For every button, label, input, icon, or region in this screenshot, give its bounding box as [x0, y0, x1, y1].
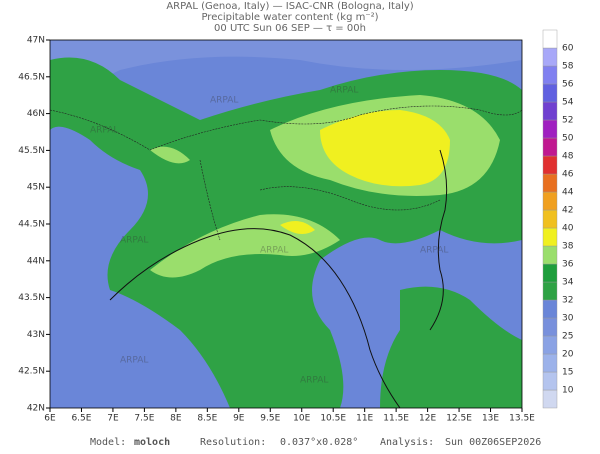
header-line: 00 UTC Sun 06 SEP — τ = 00h	[214, 23, 366, 34]
footer-value: Sun 00Z06SEP2026	[445, 437, 541, 448]
x-tick-label: 10.5E	[320, 414, 346, 424]
colorbar-label: 34	[562, 278, 574, 288]
colorbar-label: 46	[562, 170, 574, 180]
y-tick-label: 46.5N	[18, 72, 45, 82]
colorbar-swatch	[542, 227, 558, 247]
watermark: ARPAL	[120, 236, 148, 246]
x-tick-label: 12.5E	[446, 414, 472, 424]
colorbar-swatch	[542, 191, 558, 211]
x-tick-label: 8.5E	[197, 414, 217, 424]
colorbar-swatch	[542, 299, 558, 319]
x-tick-label: 11E	[356, 414, 373, 424]
colorbar-label: 44	[562, 188, 574, 198]
colorbar-swatch	[542, 263, 558, 283]
y-tick-label: 42N	[27, 404, 45, 414]
colorbar-swatch	[542, 65, 558, 85]
y-tick-label: 46N	[27, 109, 45, 119]
x-tick-label: 9E	[233, 414, 245, 424]
header-line: Precipitable water content (kg m⁻²)	[201, 12, 378, 23]
colorbar-label: 15	[562, 368, 573, 378]
x-tick-label: 7.5E	[134, 414, 154, 424]
x-tick-label: 7E	[107, 414, 119, 424]
colorbar-swatch	[542, 101, 558, 121]
x-tick-label: 13E	[482, 414, 499, 424]
footer-value: 0.037°x0.028°	[280, 437, 358, 448]
footer-label: Resolution:	[200, 437, 266, 448]
y-tick-label: 43N	[27, 330, 45, 340]
colorbar-label: 52	[562, 116, 573, 126]
colorbar-swatch	[542, 47, 558, 67]
colorbar-swatch	[542, 29, 558, 49]
colorbar-label: 10	[562, 386, 574, 396]
colorbar-label: 25	[562, 332, 573, 342]
colorbar-label: 56	[562, 80, 574, 90]
x-tick-label: 6E	[44, 414, 56, 424]
watermark: ARPAL	[90, 126, 118, 136]
colorbar-label: 30	[562, 314, 574, 324]
x-tick-label: 11.5E	[383, 414, 409, 424]
y-tick-label: 45N	[27, 183, 45, 193]
colorbar-swatch	[542, 353, 558, 373]
y-tick-label: 43.5N	[18, 293, 45, 303]
colorbar-swatch	[542, 137, 558, 157]
colorbar-swatch	[542, 209, 558, 229]
colorbar-swatch	[542, 245, 558, 265]
footer-value: moloch	[134, 437, 170, 448]
x-tick-label: 12E	[419, 414, 436, 424]
colorbar-label: 60	[562, 44, 574, 54]
y-tick-label: 47N	[27, 36, 45, 46]
colorbar-label: 50	[562, 134, 574, 144]
colorbar-label: 42	[562, 206, 573, 216]
colorbar-swatch	[542, 389, 558, 409]
watermark: ARPAL	[300, 376, 328, 386]
colorbar-label: 54	[562, 98, 574, 108]
colorbar-label: 38	[562, 242, 574, 252]
x-tick-label: 10E	[293, 414, 310, 424]
x-tick-label: 6.5E	[71, 414, 91, 424]
colorbar-label: 36	[562, 260, 574, 270]
watermark: ARPAL	[420, 246, 448, 256]
y-tick-label: 44.5N	[18, 220, 45, 230]
colorbar-label: 58	[562, 62, 574, 72]
colorbar-label: 32	[562, 296, 573, 306]
colorbar-label: 48	[562, 152, 574, 162]
watermark: ARPAL	[120, 356, 148, 366]
colorbar-swatch	[542, 83, 558, 103]
y-tick-label: 42.5N	[18, 367, 45, 377]
x-tick-label: 9.5E	[260, 414, 280, 424]
colorbar-swatch	[542, 317, 558, 337]
colorbar-swatch	[542, 155, 558, 175]
watermark: ARPAL	[330, 86, 358, 96]
footer-label: Model:	[90, 437, 126, 448]
x-tick-label: 13.5E	[509, 414, 535, 424]
colorbar-swatch	[542, 119, 558, 139]
watermark: ARPAL	[210, 96, 238, 106]
colorbar-swatch	[542, 371, 558, 391]
y-tick-label: 45.5N	[18, 146, 45, 156]
footer-label: Analysis:	[380, 437, 434, 448]
x-tick-label: 8E	[170, 414, 182, 424]
colorbar-swatch	[542, 281, 558, 301]
colorbar-swatch	[542, 173, 558, 193]
watermark: ARPAL	[260, 246, 288, 256]
colorbar-label: 40	[562, 224, 574, 234]
field	[50, 40, 522, 408]
header-line: ARPAL (Genoa, Italy) — ISAC-CNR (Bologna…	[166, 1, 413, 12]
colorbar-swatch	[542, 335, 558, 355]
colorbar-label: 20	[562, 350, 574, 360]
y-tick-label: 44N	[27, 256, 45, 266]
